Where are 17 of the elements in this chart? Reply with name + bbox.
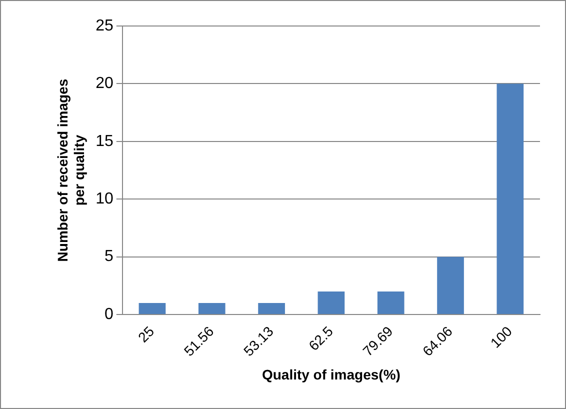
- bar: [437, 256, 464, 314]
- x-axis-title: Quality of images(%): [262, 366, 400, 382]
- bar: [198, 303, 226, 314]
- bar: [377, 291, 404, 314]
- y-tick-label: 10: [96, 190, 114, 208]
- x-tick-label: 100: [487, 322, 516, 351]
- y-tick-label: 25: [96, 17, 114, 34]
- x-tick-label: 25: [134, 322, 158, 346]
- y-tick-label: 0: [104, 306, 114, 323]
- y-tick-label: 15: [96, 132, 114, 150]
- bar: [258, 303, 285, 314]
- y-tick-label: 20: [96, 75, 114, 92]
- bar: [318, 291, 345, 314]
- bar: [496, 84, 524, 314]
- y-tick-label: 5: [104, 248, 114, 266]
- y-axis-title: Number of received images per quality: [54, 78, 88, 262]
- bar: [138, 303, 166, 314]
